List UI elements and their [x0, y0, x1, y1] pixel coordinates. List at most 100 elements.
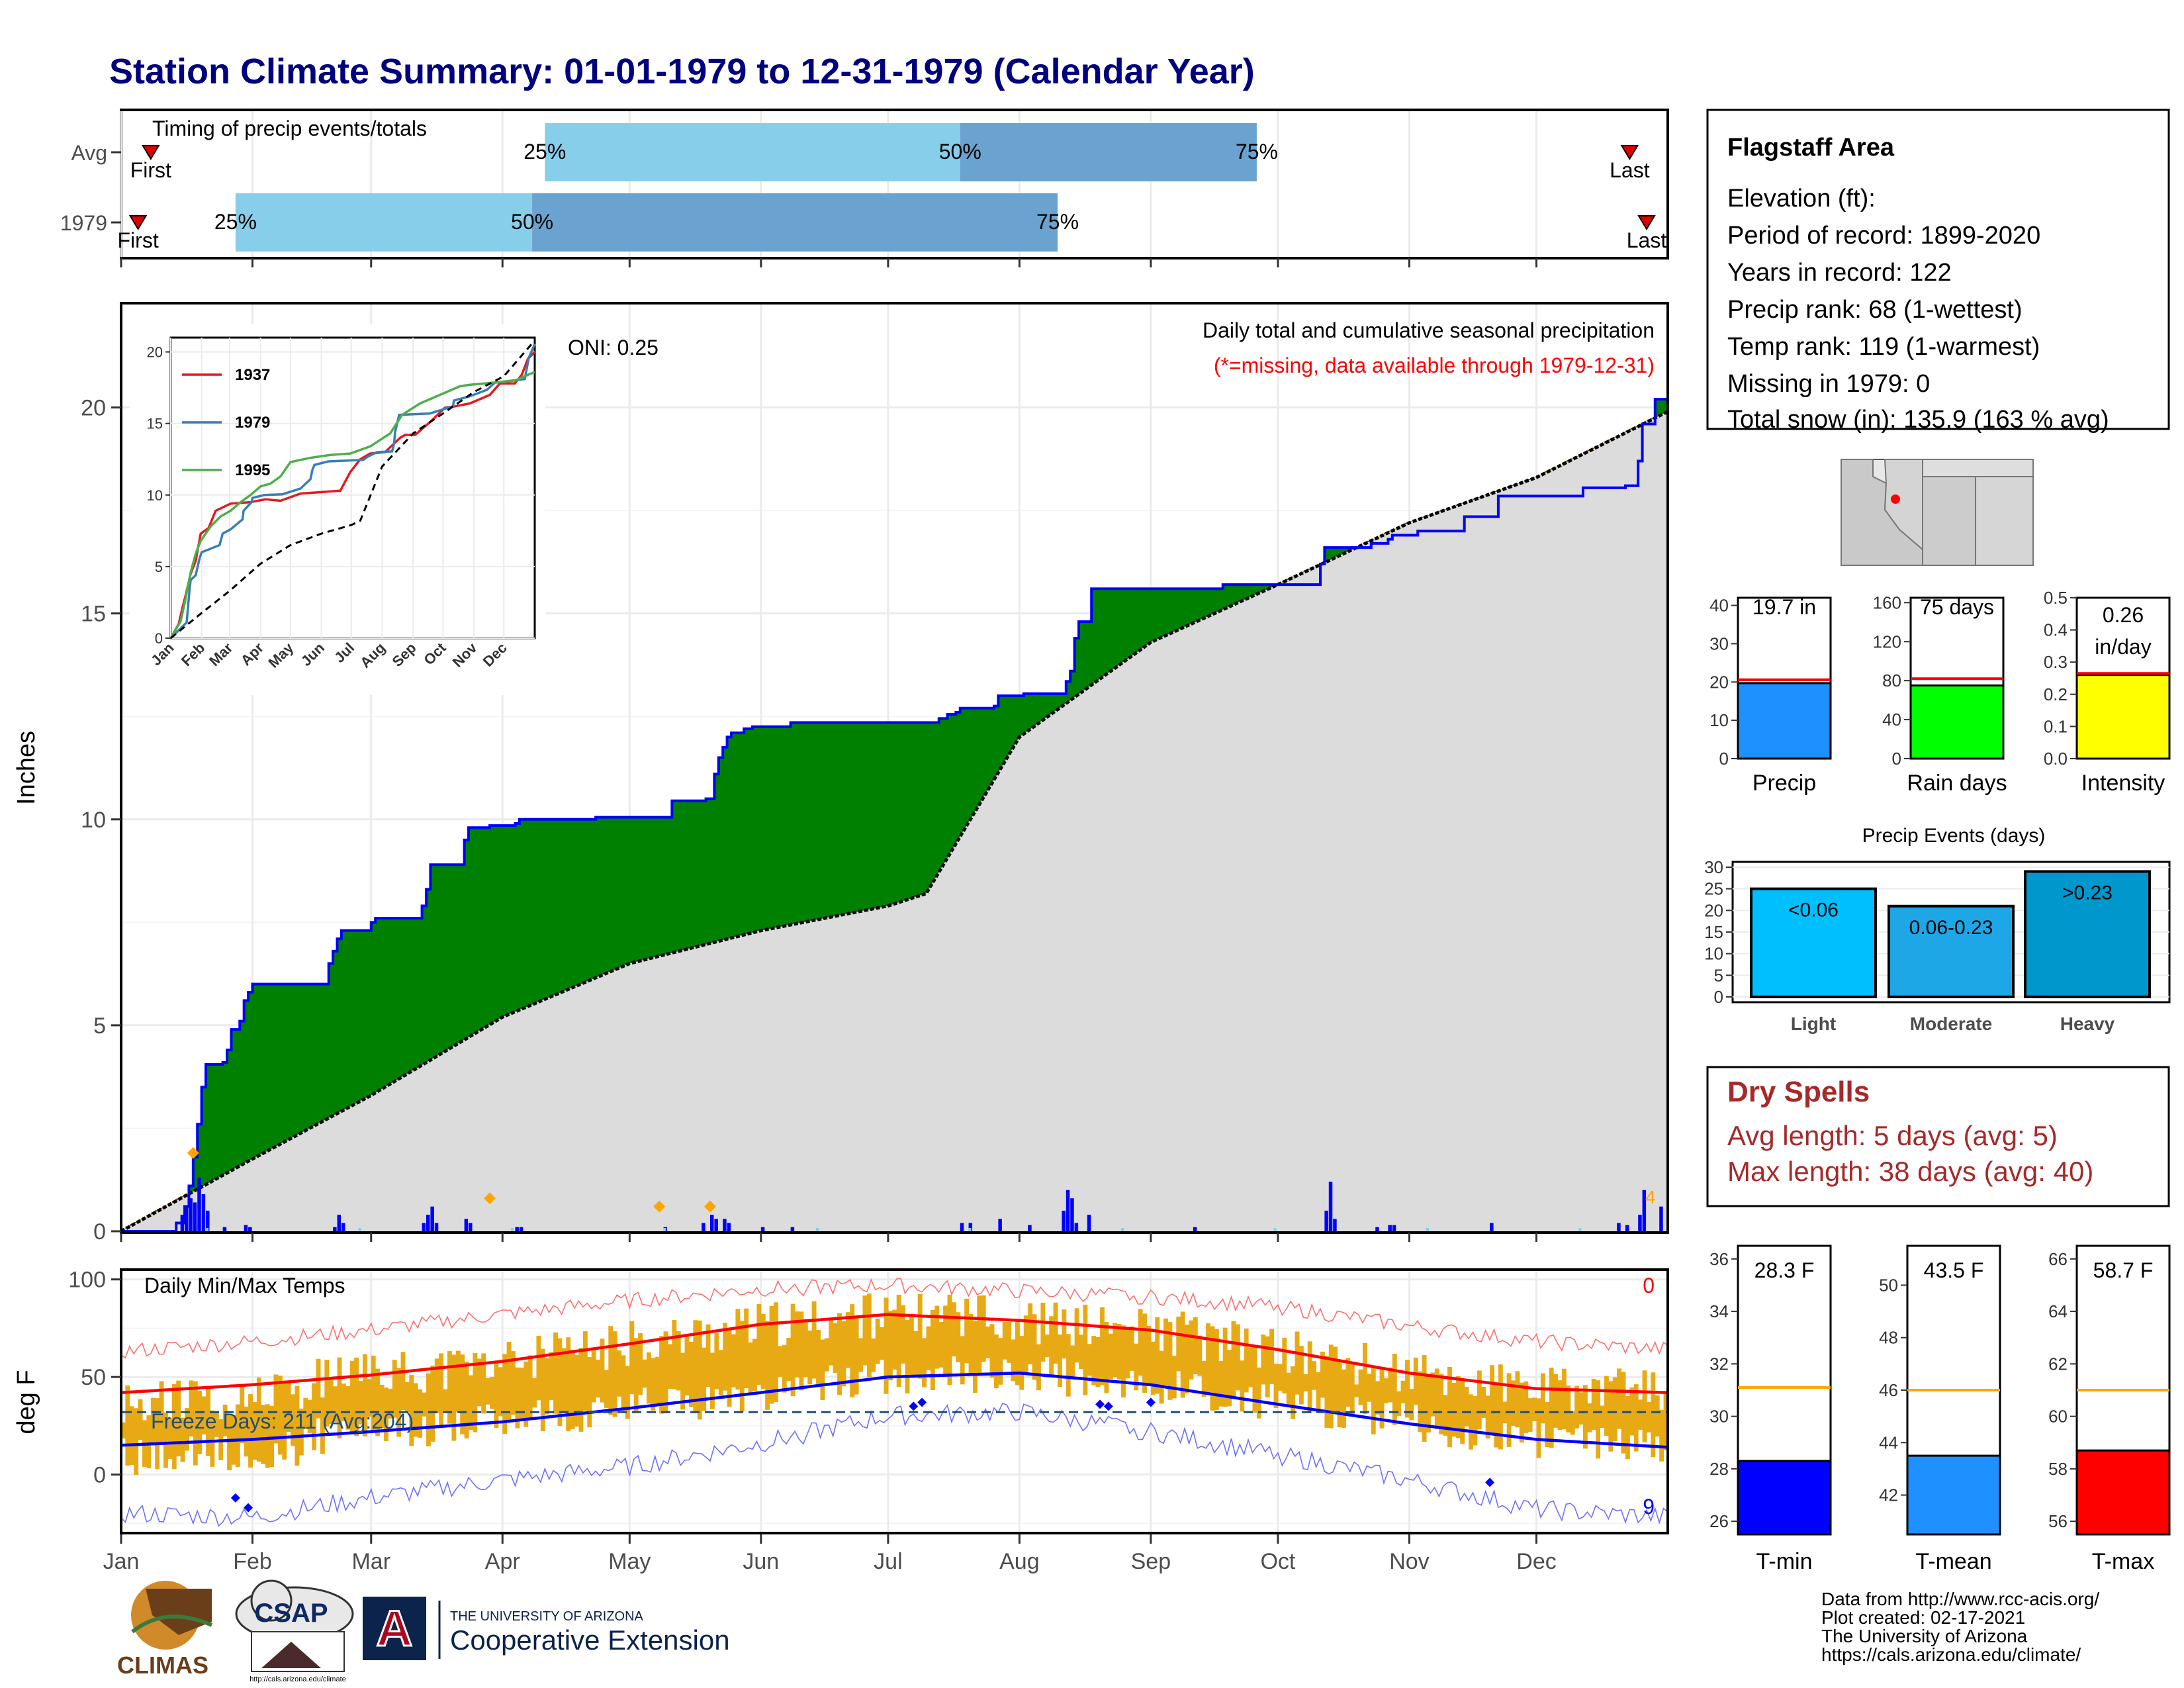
cumulative-departure-slice — [227, 1050, 232, 1173]
cumulative-departure-slice — [786, 726, 792, 926]
precip-y-tick-label: 15 — [81, 602, 106, 627]
daily-temp-range-bar — [1540, 1373, 1545, 1424]
daily-temp-range-bar — [1023, 1315, 1028, 1374]
cumulative-departure-slice — [981, 708, 986, 802]
daily-temp-range-bar — [1116, 1323, 1122, 1380]
daily-precip-bar — [244, 1225, 248, 1231]
daily-temp-range-bar — [269, 1405, 274, 1468]
csap-logo-mountain — [261, 1642, 321, 1668]
daily-temp-range-bar — [1561, 1368, 1567, 1430]
daily-temp-range-bar — [854, 1317, 859, 1395]
cumulative-departure-slice — [985, 708, 991, 794]
daily-temp-range-bar — [341, 1383, 346, 1421]
daily-precip-bar — [723, 1219, 727, 1231]
cumulative-departure-slice — [434, 865, 439, 1058]
map-arizona — [1922, 476, 1976, 566]
cumulative-departure-slice — [1074, 638, 1079, 698]
cumulative-departure-slice — [684, 800, 690, 950]
daily-temp-range-bar — [1201, 1360, 1206, 1397]
daily-temp-range-bar — [540, 1348, 545, 1432]
daily-temp-range-bar — [1604, 1376, 1609, 1436]
cumulative-departure-slice — [1104, 588, 1109, 677]
cumulative-departure-slice — [765, 726, 770, 930]
daily-temp-range-bar — [1282, 1337, 1287, 1394]
daily-temp-range-bar — [1286, 1372, 1291, 1407]
daily-precip-bar — [341, 1223, 345, 1231]
cumulative-departure-slice — [705, 798, 711, 945]
cumulative-departure-slice — [261, 984, 266, 1154]
daily-temp-range-bar — [210, 1410, 215, 1467]
daily-temp-range-bar — [778, 1346, 783, 1377]
cumulative-departure-slice — [1180, 588, 1185, 629]
cumulative-departure-slice — [1337, 547, 1342, 557]
cumulative-departure-slice — [688, 800, 694, 949]
cumulative-departure-slice — [1261, 585, 1266, 592]
cumulative-departure-slice — [1659, 399, 1664, 416]
daily-temp-range-bar — [807, 1330, 813, 1385]
daily-temp-range-bar — [1400, 1380, 1406, 1404]
daily-snow-bar — [968, 1228, 972, 1231]
daily-temp-range-bar — [163, 1412, 168, 1468]
daily-temp-range-bar — [1511, 1380, 1516, 1426]
daily-temp-range-bar — [307, 1399, 312, 1433]
cumulative-departure-slice — [1100, 588, 1105, 679]
daily-temp-range-bar — [222, 1404, 228, 1436]
cumulative-departure-slice — [1125, 588, 1130, 661]
daily-precip-bar — [760, 1227, 765, 1231]
daily-temp-range-bar — [566, 1337, 571, 1432]
daily-temp-range-bar — [633, 1338, 639, 1412]
daily-precip-bar — [189, 1198, 193, 1231]
daily-temp-range-bar — [723, 1323, 728, 1391]
cumulative-departure-slice — [222, 1062, 228, 1176]
daily-temp-range-bar — [150, 1397, 156, 1446]
cumulative-departure-slice — [702, 800, 707, 946]
cumulative-departure-slice — [1095, 588, 1101, 682]
daily-temp-range-bar — [1324, 1356, 1330, 1429]
daily-precip-bar — [1070, 1198, 1074, 1231]
daily-temp-range-bar — [1578, 1392, 1584, 1425]
precip-y-tick-label: 0 — [93, 1219, 106, 1244]
daily-temp-range-bar — [1629, 1387, 1635, 1436]
daily-precip-bar — [1388, 1225, 1392, 1231]
cumulative-departure-slice — [286, 984, 291, 1141]
cumulative-departure-slice — [409, 918, 414, 1073]
temp-top-count: 0 — [1643, 1274, 1655, 1297]
cumulative-departure-slice — [1053, 694, 1058, 713]
total-snow: Total snow (in): 135.9 (163 % avg) — [1727, 406, 2109, 434]
cumulative-departure-slice — [663, 817, 668, 955]
first-event-label: First — [118, 228, 159, 252]
normal-max-line — [120, 1313, 1668, 1394]
cumulative-departure-slice — [807, 722, 813, 922]
cumulative-departure-slice — [659, 817, 664, 957]
cumulative-departure-slice — [1002, 696, 1007, 766]
temp-bar-value-label: 43.5 F — [1924, 1258, 1984, 1282]
daily-temp-range-bar — [824, 1338, 829, 1372]
daily-temp-range-bar — [1113, 1323, 1118, 1378]
record-temp-marker — [1485, 1477, 1495, 1487]
daily-temp-range-bar — [570, 1350, 575, 1429]
cumulative-departure-slice — [1189, 588, 1194, 626]
daily-temp-range-bar — [532, 1378, 537, 1408]
daily-temp-range-bar — [871, 1338, 876, 1372]
cumulative-departure-slice — [566, 819, 571, 990]
daily-precip-bar — [960, 1223, 964, 1231]
daily-temp-range-bar — [1079, 1335, 1083, 1370]
cumulative-departure-slice — [1150, 588, 1156, 643]
daily-temp-range-bar — [1189, 1320, 1194, 1380]
daily-temp-range-bar — [858, 1338, 863, 1372]
cumulative-departure-slice — [1044, 694, 1050, 719]
daily-precip-bar — [1028, 1225, 1032, 1231]
daily-temp-range-bar — [905, 1319, 910, 1393]
daily-temp-range-bar — [1545, 1401, 1550, 1448]
cumulative-departure-slice — [447, 865, 453, 1051]
events-tick-label: 25 — [1704, 879, 1723, 899]
timing-q25-label: 25% — [523, 140, 566, 164]
daily-snow-bar — [1578, 1228, 1582, 1231]
daily-temp-range-bar — [642, 1359, 647, 1388]
daily-temp-range-bar — [1553, 1374, 1559, 1428]
dry-spells-avg: Avg length: 5 days (avg: 5) — [1727, 1120, 2058, 1151]
cumulative-departure-slice — [523, 819, 529, 1008]
cumulative-departure-slice — [515, 823, 520, 1012]
daily-temp-range-bar — [1490, 1365, 1494, 1433]
cumulative-departure-slice — [824, 722, 829, 919]
